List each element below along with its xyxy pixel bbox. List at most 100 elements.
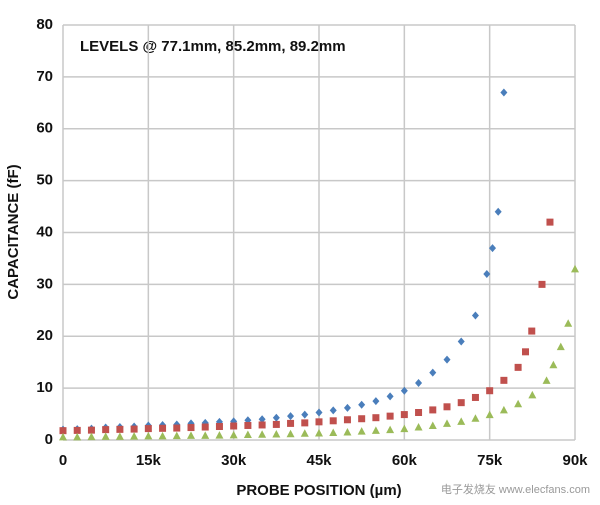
y-tick-label: 50 xyxy=(36,172,53,189)
y-tick-label: 70 xyxy=(36,68,53,85)
point xyxy=(443,355,451,364)
point xyxy=(130,425,138,433)
point xyxy=(443,403,451,411)
point xyxy=(343,416,351,424)
point xyxy=(272,430,281,438)
point xyxy=(457,399,465,407)
point xyxy=(571,264,579,273)
point xyxy=(546,218,554,226)
y-tick-label: 60 xyxy=(36,120,53,137)
point xyxy=(514,399,523,408)
point xyxy=(73,426,81,434)
x-tick-label: 30k xyxy=(221,452,247,469)
point xyxy=(258,415,266,424)
point xyxy=(215,431,224,439)
point xyxy=(244,421,252,429)
point xyxy=(187,431,195,439)
point xyxy=(115,432,124,440)
point xyxy=(371,426,380,434)
point xyxy=(301,410,309,419)
point xyxy=(514,363,522,371)
x-tick-label: 45k xyxy=(306,452,332,469)
point xyxy=(500,88,508,97)
point xyxy=(287,412,295,421)
point xyxy=(358,415,366,423)
point xyxy=(386,412,394,420)
point xyxy=(483,270,491,278)
y-tick-label: 0 xyxy=(45,431,53,448)
point xyxy=(201,431,210,439)
point xyxy=(172,431,181,440)
point xyxy=(130,432,139,440)
point xyxy=(102,426,110,434)
point xyxy=(372,397,380,406)
point xyxy=(414,423,423,431)
point xyxy=(489,244,497,253)
point xyxy=(542,376,551,384)
x-tick-label: 15k xyxy=(136,452,162,469)
point xyxy=(415,409,423,417)
point xyxy=(87,426,95,434)
point xyxy=(173,424,181,432)
point xyxy=(329,417,337,425)
point xyxy=(144,431,153,440)
point xyxy=(258,421,266,429)
point xyxy=(372,414,380,422)
y-tick-label: 40 xyxy=(36,223,53,240)
point xyxy=(528,327,536,335)
point xyxy=(329,428,338,436)
point xyxy=(329,406,337,415)
point xyxy=(500,376,508,384)
y-tick-label: 30 xyxy=(36,275,53,292)
y-tick-label: 80 xyxy=(36,16,53,33)
point xyxy=(101,432,110,440)
point xyxy=(73,432,82,441)
point xyxy=(415,378,423,387)
y-tick-label: 20 xyxy=(36,327,53,344)
point xyxy=(400,424,409,433)
x-tick-label: 90k xyxy=(562,452,588,469)
point xyxy=(429,368,437,377)
point xyxy=(258,430,267,438)
point xyxy=(471,414,480,422)
y-axis-label: CAPACITANCE (fF) xyxy=(5,164,22,299)
point xyxy=(343,427,352,436)
point xyxy=(59,432,67,441)
point xyxy=(87,432,96,441)
y-tick-label: 10 xyxy=(36,379,53,396)
point xyxy=(358,400,366,409)
point xyxy=(272,413,280,422)
point xyxy=(386,392,394,401)
point xyxy=(400,386,408,395)
point xyxy=(158,431,167,440)
point xyxy=(144,425,152,433)
x-tick-label: 0 xyxy=(59,452,67,469)
point xyxy=(564,319,573,327)
point xyxy=(485,410,494,419)
point xyxy=(243,430,252,439)
point xyxy=(549,360,558,369)
point xyxy=(494,207,502,216)
point xyxy=(116,425,124,433)
point xyxy=(315,408,323,417)
point xyxy=(272,420,280,428)
point xyxy=(230,422,238,430)
point xyxy=(386,425,395,434)
point xyxy=(159,424,167,432)
point xyxy=(187,424,195,432)
x-tick-label: 75k xyxy=(477,452,503,469)
point xyxy=(457,417,466,425)
point xyxy=(471,311,479,320)
point xyxy=(315,428,323,437)
point xyxy=(538,280,546,288)
annotation: LEVELS @ 77.1mm, 85.2mm, 89.2mm xyxy=(80,38,346,55)
point xyxy=(357,427,366,435)
point xyxy=(522,348,530,356)
point xyxy=(457,337,465,346)
point xyxy=(528,390,537,399)
x-tick-label: 60k xyxy=(392,452,418,469)
point xyxy=(201,423,209,431)
point xyxy=(556,342,565,351)
